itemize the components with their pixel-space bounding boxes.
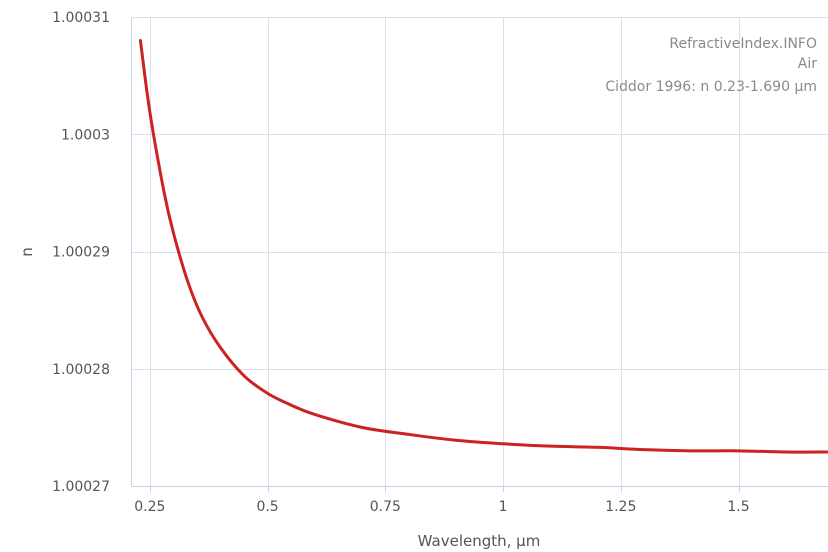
credit-material: Air bbox=[798, 56, 817, 72]
y-tick-label: 1.00031 bbox=[52, 10, 110, 26]
x-tick-label: 0.25 bbox=[134, 499, 165, 515]
credit-site: RefractiveIndex.INFO bbox=[669, 36, 817, 52]
x-tick-label: 0.75 bbox=[370, 499, 401, 515]
x-tick-label: 1.25 bbox=[605, 499, 636, 515]
x-tick-label: 0.5 bbox=[256, 499, 278, 515]
y-tick-label: 1.00028 bbox=[52, 362, 110, 378]
x-axis-title: Wavelength, µm bbox=[418, 532, 541, 550]
x-tick-label: 1 bbox=[499, 499, 508, 515]
y-tick-label: 1.00027 bbox=[52, 479, 110, 495]
y-axis-title: n bbox=[18, 247, 36, 257]
credit-dataset: Ciddor 1996: n 0.23-1.690 µm bbox=[605, 79, 817, 95]
y-tick-label: 1.00029 bbox=[52, 245, 110, 261]
series-layer bbox=[140, 40, 828, 452]
x-tick-label: 1.5 bbox=[727, 499, 749, 515]
credits: RefractiveIndex.INFO Air Ciddor 1996: n … bbox=[605, 36, 817, 95]
y-tick-label: 1.0003 bbox=[61, 127, 110, 143]
series-line bbox=[140, 40, 828, 452]
